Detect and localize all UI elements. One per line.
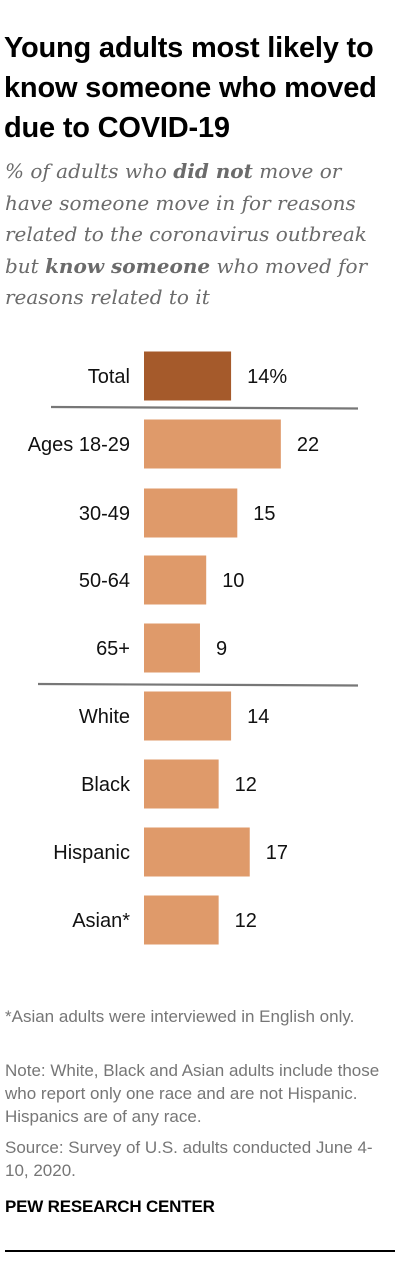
value-label-2: 15 (253, 503, 275, 525)
bar-4 (144, 623, 200, 673)
bar-6 (144, 759, 219, 809)
category-label-7: Hispanic (53, 842, 130, 864)
bottom-rule (5, 1250, 395, 1252)
value-label-1: 22 (297, 434, 319, 456)
bar-2 (144, 488, 238, 538)
value-label-5: 14 (247, 706, 269, 728)
value-label-8: 12 (235, 910, 257, 932)
value-label-3: 10 (222, 570, 244, 592)
category-label-0: Total (88, 366, 130, 388)
footnote-source: Source: Survey of U.S. adults conducted … (5, 1138, 373, 1180)
category-label-6: Black (81, 774, 131, 796)
footnote-note: Note: White, Black and Asian adults incl… (5, 1061, 380, 1126)
value-label-4: 9 (216, 638, 227, 660)
value-label-7: 17 (266, 842, 288, 864)
category-label-5: White (79, 706, 130, 728)
bar-7 (144, 827, 250, 877)
subtitle-bold-1: did not (173, 159, 253, 183)
category-label-3: 50-64 (79, 570, 130, 592)
pew-research-center-logo: PEW RESEARCH CENTER (5, 1197, 215, 1216)
bar-1 (144, 419, 281, 469)
category-label-2: 30-49 (79, 503, 130, 525)
category-label-4: 65+ (96, 638, 130, 660)
bar-chart: Total 14% Ages 18-29 22 30-49 15 50-64 10 65+ 9 Wh… (28, 351, 359, 945)
subtitle-text-3: who moved for reasons related to it (5, 253, 368, 310)
category-label-8: Asian* (72, 910, 130, 932)
subtitle-bold-2: know someone (45, 253, 211, 278)
category-label-1: Ages 18-29 (28, 434, 130, 456)
chart-subtitle: % of adults who did not move or have som… (5, 156, 395, 314)
value-label-6: 12 (235, 774, 257, 796)
bar-0 (144, 351, 232, 401)
group-divider-1 (37, 682, 359, 687)
bar-5 (144, 691, 232, 741)
group-divider-0 (50, 405, 359, 410)
subtitle-text-2: move or have someone move in for reasons… (5, 159, 367, 278)
bar-8 (144, 895, 219, 945)
footnote-asian: *Asian adults were interviewed in Englis… (5, 1007, 355, 1026)
chart-title: Young adults most likely to know someone… (4, 32, 377, 144)
bar-3 (144, 555, 207, 605)
subtitle-text-1: % of adults who (5, 159, 174, 183)
value-label-0: 14% (247, 366, 287, 388)
